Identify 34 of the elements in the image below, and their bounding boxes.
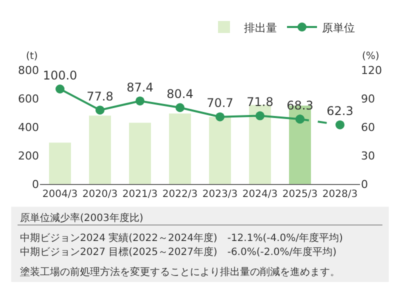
- y-tick-label: 0: [32, 178, 39, 191]
- y2-axis-title: (%): [362, 51, 380, 62]
- text: 塗装工場の前処理方法を変更することにより排出量の削減を進めます。: [20, 266, 340, 278]
- data-label: 100.0: [42, 68, 78, 82]
- data-label: 62.3: [326, 104, 354, 118]
- text: 中期ビジョン2024 実績(2022～2024年度) -12.1%(-4.0%/年度平均): [20, 232, 343, 244]
- x-tick-label: 2021/3: [122, 189, 158, 200]
- x-tick-label: 2004/3: [42, 189, 78, 200]
- x-tick-label: 2028/3: [322, 189, 358, 200]
- x-tick-label: 2020/3: [82, 189, 118, 200]
- x-tick-label: 2024/3: [242, 189, 278, 200]
- y-tick-label: 800: [18, 64, 39, 77]
- text: 原単位減少率(2003年度比): [20, 212, 144, 224]
- data-label: 87.4: [126, 80, 154, 94]
- y-tick-label: 600: [18, 92, 39, 106]
- data-label: 68.3: [286, 98, 314, 112]
- text: 中期ビジョン2027 目標(2025～2027年度) -6.0%(-2.0%/年度平均): [20, 246, 337, 258]
- data-label: 71.8: [246, 95, 274, 110]
- x-tick-label: 2023/3: [202, 189, 238, 200]
- y-tick-label: 200: [18, 149, 39, 162]
- data-label: 70.7: [206, 96, 234, 110]
- y-tick-label: 400: [18, 120, 39, 134]
- y2-tick-label: 30: [361, 149, 375, 162]
- legend-label: 原単位: [322, 21, 355, 34]
- x-tick-label: 2022/3: [162, 189, 198, 200]
- data-label: 80.4: [166, 86, 194, 101]
- x-tick-label: 2025/3: [282, 189, 318, 200]
- y2-tick-label: 0: [361, 178, 368, 191]
- y-axis-title: (t): [26, 51, 38, 62]
- y2-tick-label: 120: [361, 64, 382, 77]
- legend-label: 排出量: [244, 21, 277, 34]
- data-label: 77.8: [86, 89, 114, 104]
- y2-tick-label: 60: [361, 120, 375, 134]
- y2-tick-label: 90: [361, 92, 375, 106]
